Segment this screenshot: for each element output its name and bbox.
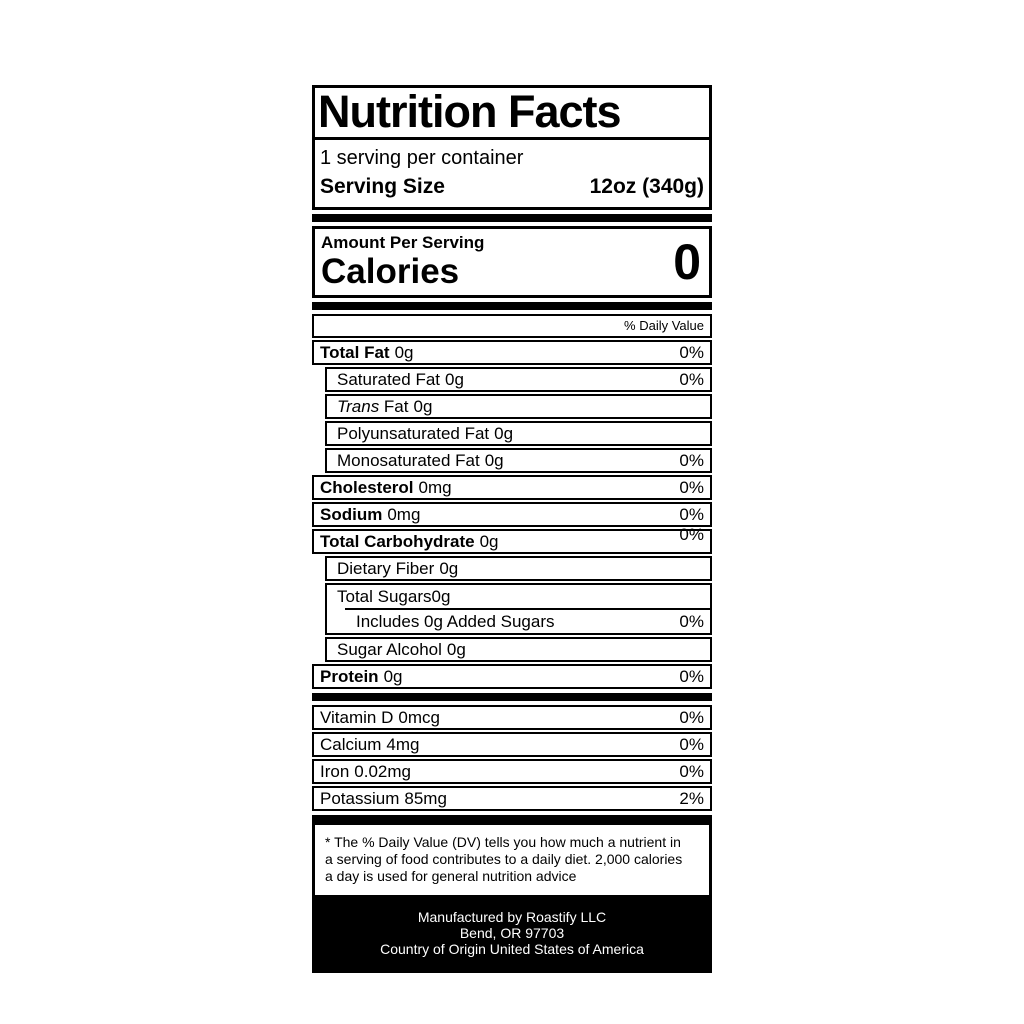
nutrient-name: Sugar Alcohol [337, 639, 442, 659]
vitamin-percent: 0% [679, 734, 704, 754]
servings-per-container: 1 serving per container [320, 147, 524, 169]
nutrient-name: Includes 0g Added Sugars [356, 611, 555, 631]
label-title: Nutrition Facts [315, 88, 709, 140]
manufacturer-line: Manufactured by Roastify LLC [417, 909, 607, 925]
footnote-line: a serving of food contributes to a daily… [325, 851, 683, 867]
nutrient-name: Monosaturated Fat [337, 450, 480, 470]
vitamin-amount: 0.02mg [354, 761, 411, 781]
calories-value: 0 [673, 234, 701, 290]
nutrient-percent: 0% [679, 504, 704, 524]
divider-bar [312, 693, 712, 701]
nutrient-name: Total Fat [320, 342, 390, 362]
nutrient-row: Sugar Alcohol 0g [325, 637, 712, 662]
label-footer-block: * The % Daily Value (DV) tells you how m… [312, 815, 712, 973]
added-sugars-line: Includes 0g Added Sugars 0% [327, 610, 710, 633]
nutrient-amount: 0g [445, 369, 464, 389]
vitamin-amount: 0mcg [398, 707, 440, 727]
nutrient-row: Total Carbohydrate 0g 0% [312, 525, 712, 554]
sugars-divider [345, 608, 710, 610]
amount-per-serving-label: Amount Per Serving [321, 233, 485, 252]
nutrient-amount: 0g [446, 639, 466, 659]
vitamin-amount: 85mg [404, 788, 447, 808]
nutrient-percent: 0% [679, 342, 704, 362]
vitamin-row: Iron 0.02mg 0% [312, 759, 712, 784]
manufacturer-line: Country of Origin United States of Ameri… [380, 941, 644, 957]
vitamin-name: Iron [320, 761, 350, 781]
total-sugars-line: Total Sugars 0g [327, 585, 710, 608]
nutrient-row: Protein 0g 0% [312, 664, 712, 689]
vitamin-percent: 2% [679, 788, 704, 808]
nutrient-amount: 0g [479, 531, 499, 551]
nutrient-percent: 0% [679, 524, 704, 544]
divider-bar [312, 214, 712, 222]
nutrient-row: Cholesterol 0mg 0% [312, 475, 712, 500]
nutrient-row: Dietary Fiber 0g [325, 556, 712, 581]
nutrient-amount: 0g [383, 666, 403, 686]
vitamin-amount: 4mg [386, 734, 420, 754]
vitamin-percent: 0% [679, 707, 704, 727]
nutrient-name: Cholesterol [320, 477, 414, 497]
nutrient-name: Polyunsaturated Fat [337, 423, 490, 443]
serving-size-label: Serving Size [320, 175, 445, 198]
vitamin-name: Calcium [320, 734, 382, 754]
vitamin-name: Potassium [320, 788, 400, 808]
sugars-group-row: Total Sugars 0g Includes 0g Added Sugars 0… [325, 583, 712, 635]
nutrient-amount: 0mg [418, 477, 452, 497]
nutrient-rows: Total Fat 0g 0% Saturated Fat 0g 0% Trans Fat 0… [312, 340, 712, 689]
nutrient-name: Saturated Fat [337, 369, 441, 389]
nutrient-row: Monosaturated Fat 0g 0% [325, 448, 712, 473]
footnote-line: * The % Daily Value (DV) tells you how m… [325, 834, 681, 850]
nutrient-name: Dietary Fiber [337, 558, 435, 578]
nutrient-name: Protein [320, 666, 379, 686]
vitamin-row: Vitamin D 0mcg 0% [312, 705, 712, 730]
nutrient-name: Total Sugars [337, 586, 432, 606]
nutrient-percent: 0% [679, 477, 704, 497]
nutrient-name: Trans Fat [337, 396, 409, 416]
vitamin-row: Potassium 85mg 2% [312, 786, 712, 811]
divider-bar [312, 302, 712, 310]
serving-size-value: 12oz (340g) [589, 175, 704, 198]
vitamin-rows: Vitamin D 0mcg 0% Calcium 4mg 0% Iron 0.02mg 0% P… [312, 705, 712, 811]
label-header: Nutrition Facts 1 serving per container … [312, 85, 712, 210]
nutrient-name: Total Carbohydrate [320, 531, 475, 551]
nutrition-facts-label: Nutrition Facts 1 serving per container … [312, 85, 712, 973]
calories-label: Calories [321, 252, 460, 291]
nutrient-percent: 0% [679, 369, 704, 389]
nutrient-name: Sodium [320, 504, 383, 524]
manufacturer-line: Bend, OR 97703 [459, 925, 565, 941]
nutrient-row: Total Fat 0g 0% [312, 340, 712, 365]
nutrient-amount: 0g [439, 558, 459, 578]
footnote-line: a day is used for general nutrition advi… [325, 868, 577, 884]
calories-left: Amount Per Serving Calories [321, 233, 484, 291]
nutrient-amount: 0g [413, 396, 433, 416]
nutrient-amount: 0g [494, 423, 514, 443]
manufacturer-info: Manufactured by Roastify LLC Bend, OR 977… [315, 895, 709, 973]
nutrient-amount: 0mg [387, 504, 421, 524]
vitamin-row: Calcium 4mg 0% [312, 732, 712, 757]
nutrient-percent: 0% [679, 666, 704, 686]
nutrient-amount: 0g [431, 586, 451, 606]
vitamin-percent: 0% [679, 761, 704, 781]
nutrient-amount: 0g [394, 342, 414, 362]
daily-value-footnote: * The % Daily Value (DV) tells you how m… [315, 825, 709, 895]
calories-section: Amount Per Serving Calories 0 [312, 226, 712, 298]
nutrient-percent: 0% [679, 611, 704, 631]
vitamin-name: Vitamin D [320, 707, 394, 727]
nutrient-row: Polyunsaturated Fat 0g [325, 421, 712, 446]
nutrient-row: Saturated Fat 0g 0% [325, 367, 712, 392]
daily-value-header: % Daily Value [312, 314, 712, 338]
nutrient-row: Sodium 0mg 0% [312, 502, 712, 527]
serving-size-row: Serving Size 12oz (340g) [315, 170, 709, 207]
nutrient-percent: 0% [679, 450, 704, 470]
nutrient-row: Trans Fat 0g [325, 394, 712, 419]
nutrient-amount: 0g [484, 450, 504, 470]
